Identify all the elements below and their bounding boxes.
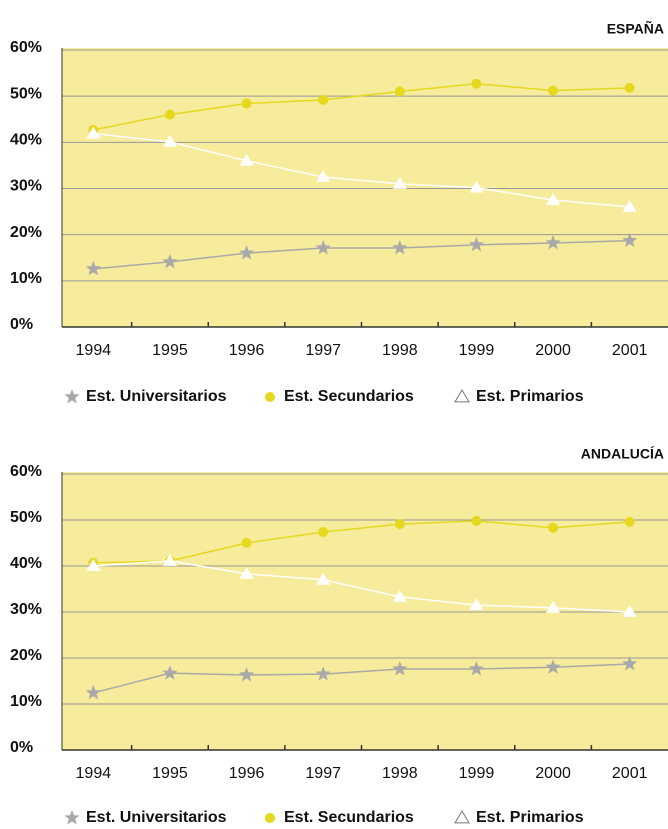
- y-tick-label: 60%: [10, 463, 42, 480]
- x-tick-label: 1997: [305, 765, 341, 782]
- star-marker: [315, 666, 331, 681]
- triangle-marker: [162, 553, 177, 566]
- triangle-marker: [622, 199, 637, 212]
- y-tick-label: 30%: [10, 601, 42, 618]
- chart-title: ANDALUCÍA: [581, 446, 664, 462]
- circle-marker: [241, 98, 252, 109]
- circle-marker: [318, 526, 329, 537]
- y-tick-label: 10%: [10, 270, 42, 287]
- y-tick-label: 10%: [10, 693, 42, 710]
- triangle-marker: [86, 559, 101, 571]
- y-tick-label: 60%: [10, 39, 42, 56]
- triangle-marker: [469, 598, 484, 610]
- circle-marker: [471, 78, 482, 89]
- star-marker: [545, 235, 561, 250]
- x-tick-label: 1997: [305, 342, 341, 359]
- star-marker: [468, 236, 484, 252]
- triangle-marker: [546, 193, 561, 205]
- x-tick-label: 1994: [76, 765, 112, 782]
- series-line: [93, 560, 630, 613]
- star-marker: [622, 656, 638, 671]
- star-marker: [64, 810, 80, 825]
- circle-marker: [624, 516, 635, 527]
- circle-marker: [624, 82, 635, 93]
- series-line: [93, 132, 630, 208]
- x-tick-label: 1999: [459, 342, 495, 359]
- y-tick-label: 20%: [10, 647, 42, 664]
- triangle-marker: [469, 180, 484, 193]
- triangle-marker: [454, 810, 470, 824]
- x-tick-label: 1998: [382, 342, 418, 359]
- star-marker: [239, 667, 255, 682]
- triangle-marker: [546, 600, 561, 613]
- y-tick-label: 40%: [10, 555, 42, 572]
- x-tick-label: 1999: [459, 765, 495, 782]
- series-line: [93, 82, 630, 131]
- plot-area: [62, 472, 668, 750]
- star-marker: [64, 389, 80, 404]
- star-marker: [545, 659, 561, 674]
- chart-title: ESPAÑA: [607, 20, 664, 37]
- x-tick-label: 1996: [229, 765, 265, 782]
- legend-label: Est. Secundarios: [284, 809, 414, 826]
- triangle-marker: [392, 589, 407, 602]
- star-marker: [162, 253, 178, 269]
- x-tick-label: 2001: [612, 342, 648, 359]
- series-line: [93, 239, 630, 270]
- y-tick-label: 0%: [10, 316, 33, 333]
- circle-marker: [394, 519, 405, 530]
- star-marker: [239, 245, 255, 260]
- x-tick-label: 2000: [535, 765, 571, 782]
- legend-label: Est. Universitarios: [86, 809, 227, 826]
- star-marker: [392, 240, 408, 255]
- triangle-marker: [239, 153, 254, 166]
- triangle-marker: [622, 605, 637, 617]
- circle-marker: [241, 538, 252, 548]
- star-marker: [162, 665, 178, 680]
- y-tick-label: 50%: [10, 509, 42, 526]
- triangle-marker: [392, 176, 407, 189]
- circle-marker: [318, 94, 329, 105]
- x-tick-label: 1996: [229, 342, 265, 359]
- legend-label: Est. Primarios: [476, 388, 584, 405]
- y-tick-label: 0%: [10, 739, 33, 756]
- series-line: [93, 663, 630, 694]
- star-marker: [315, 240, 331, 255]
- triangle-marker: [316, 572, 331, 585]
- circle-marker: [548, 85, 559, 96]
- triangle-marker: [162, 134, 177, 147]
- x-tick-label: 2001: [612, 765, 648, 782]
- x-tick-label: 1995: [152, 342, 188, 359]
- legend-label: Est. Universitarios: [86, 388, 227, 405]
- circle-marker: [548, 522, 559, 533]
- y-tick-label: 50%: [10, 85, 42, 102]
- x-tick-label: 1998: [382, 765, 418, 782]
- star-marker: [85, 685, 101, 700]
- y-tick-label: 30%: [10, 178, 42, 195]
- x-tick-label: 1994: [76, 342, 112, 359]
- legend-label: Est. Primarios: [476, 809, 584, 826]
- circle-marker: [265, 813, 275, 823]
- star-marker: [85, 260, 101, 276]
- x-tick-label: 1995: [152, 765, 188, 782]
- star-marker: [392, 661, 408, 676]
- y-tick-label: 40%: [10, 132, 42, 149]
- circle-marker: [471, 515, 482, 526]
- triangle-marker: [239, 566, 254, 579]
- y-tick-label: 20%: [10, 224, 42, 241]
- x-tick-label: 2000: [535, 342, 571, 359]
- star-marker: [468, 661, 484, 676]
- triangle-marker: [454, 389, 470, 403]
- triangle-marker: [86, 126, 101, 139]
- series-line: [93, 520, 630, 564]
- circle-marker: [265, 392, 275, 402]
- star-marker: [622, 232, 638, 248]
- triangle-marker: [316, 169, 331, 182]
- circle-marker: [164, 109, 175, 120]
- legend-label: Est. Secundarios: [284, 388, 414, 405]
- circle-marker: [394, 86, 405, 97]
